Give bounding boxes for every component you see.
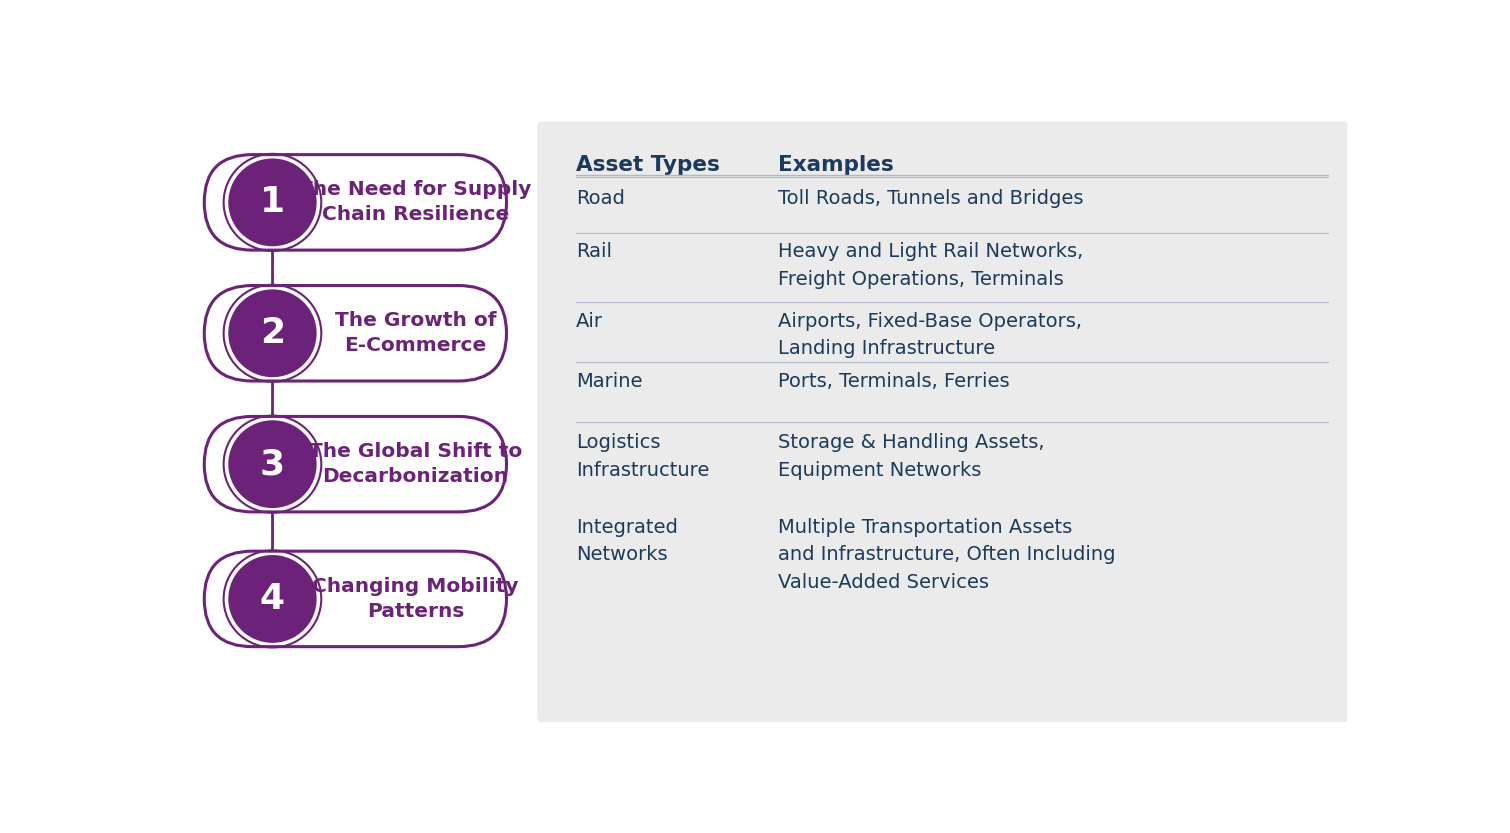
- Circle shape: [228, 289, 317, 377]
- Text: 2: 2: [260, 317, 285, 350]
- Text: 1: 1: [260, 186, 285, 219]
- Text: Examples: Examples: [778, 155, 894, 175]
- FancyBboxPatch shape: [204, 155, 506, 250]
- Text: The Need for Supply
Chain Resilience: The Need for Supply Chain Resilience: [299, 181, 532, 224]
- Text: Rail: Rail: [577, 242, 612, 262]
- FancyBboxPatch shape: [204, 286, 506, 381]
- Text: Asset Types: Asset Types: [577, 155, 720, 175]
- Text: 3: 3: [260, 447, 285, 481]
- Circle shape: [228, 555, 317, 643]
- Text: Changing Mobility
Patterns: Changing Mobility Patterns: [313, 577, 519, 621]
- Text: Airports, Fixed-Base Operators,
Landing Infrastructure: Airports, Fixed-Base Operators, Landing …: [778, 312, 1081, 358]
- Text: 4: 4: [260, 582, 285, 616]
- Text: Storage & Handling Assets,
Equipment Networks: Storage & Handling Assets, Equipment Net…: [778, 433, 1045, 480]
- Text: The Global Shift to
Decarbonization: The Global Shift to Decarbonization: [310, 442, 522, 486]
- Text: Multiple Transportation Assets
and Infrastructure, Often Including
Value-Added S: Multiple Transportation Assets and Infra…: [778, 518, 1116, 591]
- Text: Air: Air: [577, 312, 604, 331]
- Text: Integrated
Networks: Integrated Networks: [577, 518, 678, 564]
- Text: Ports, Terminals, Ferries: Ports, Terminals, Ferries: [778, 372, 1009, 391]
- Text: Road: Road: [577, 188, 625, 207]
- Text: Logistics
Infrastructure: Logistics Infrastructure: [577, 433, 710, 480]
- FancyBboxPatch shape: [204, 551, 506, 646]
- Text: The Growth of
E-Commerce: The Growth of E-Commerce: [335, 312, 497, 355]
- FancyBboxPatch shape: [538, 122, 1347, 722]
- Text: Toll Roads, Tunnels and Bridges: Toll Roads, Tunnels and Bridges: [778, 188, 1083, 207]
- Text: Marine: Marine: [577, 372, 643, 391]
- Circle shape: [228, 421, 317, 508]
- Text: Heavy and Light Rail Networks,
Freight Operations, Terminals: Heavy and Light Rail Networks, Freight O…: [778, 242, 1083, 289]
- FancyBboxPatch shape: [204, 416, 506, 512]
- Circle shape: [228, 158, 317, 247]
